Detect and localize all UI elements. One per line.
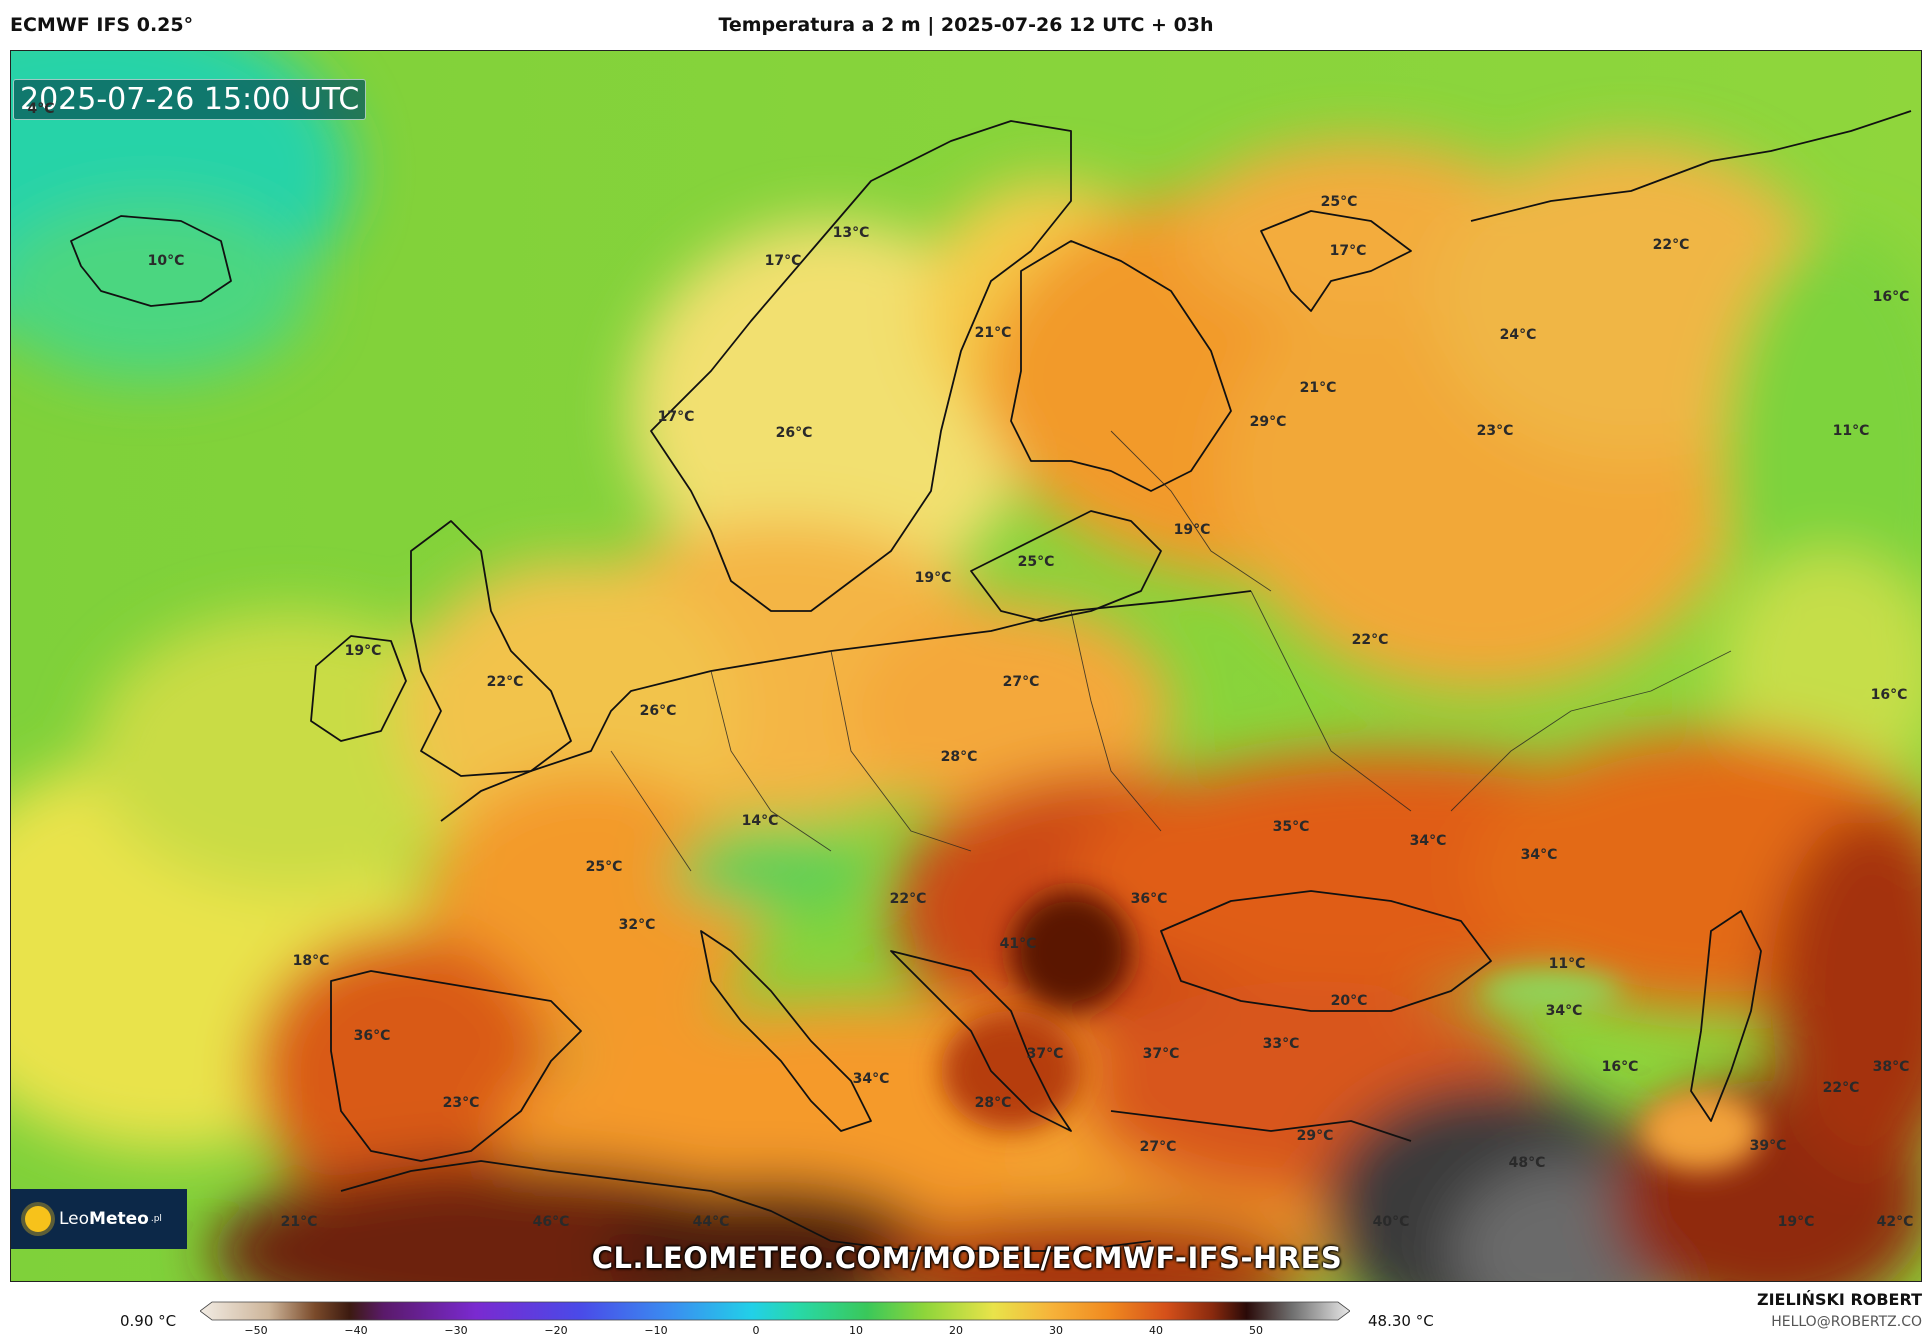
temp-label-serbia: 36°C [1130, 891, 1168, 907]
colorbar-tick-label: 30 [1049, 1324, 1063, 1337]
temp-label-belarus: 19°C [1173, 522, 1211, 538]
author-email[interactable]: HELLO@ROBERTZ.CO [1771, 1314, 1922, 1330]
temp-label-sicily: 34°C [852, 1071, 890, 1087]
temp-label-algeria-coast: 23°C [442, 1095, 480, 1111]
temp-label-iceland: 10°C [147, 253, 185, 269]
colorbar-tick-label: 10 [849, 1324, 863, 1337]
temp-label-spain: 36°C [353, 1028, 391, 1044]
temp-label-armenia: 34°C [1545, 1003, 1583, 1019]
logo-text-meteo: Meteo [89, 1209, 149, 1229]
temp-label-kola: 25°C [1320, 194, 1358, 210]
temp-label-black-sea: 20°C [1330, 993, 1368, 1009]
temp-label-norway-c: 17°C [764, 253, 802, 269]
temp-label-ukraine-n: 22°C [1351, 632, 1389, 648]
temp-label-st-petersburg: 29°C [1249, 414, 1287, 430]
temp-label-arabia: 40°C [1372, 1214, 1410, 1230]
temperature-map[interactable]: 2025-07-26 15:00 UTC 4°C 10°C 13°C 17°C 17°C… [10, 50, 1922, 1282]
temp-label-zagros: 16°C [1601, 1059, 1639, 1075]
temp-label-russia-c: 23°C [1476, 423, 1514, 439]
temp-label-urals: 11°C [1832, 423, 1870, 439]
temp-label-provence: 32°C [618, 917, 656, 933]
temp-label-norway-n: 13°C [832, 225, 870, 241]
temp-label-kazakhstan: 16°C [1870, 687, 1908, 703]
model-name: ECMWF IFS 0.25° [10, 14, 194, 36]
temp-label-turkey-w: 37°C [1142, 1046, 1180, 1062]
temp-label-benelux: 26°C [639, 703, 677, 719]
colorbar-tick-label: −10 [644, 1324, 668, 1337]
sun-icon [25, 1206, 51, 1232]
temp-label-med-c: 28°C [974, 1095, 1012, 1111]
temp-label-algeria: 46°C [532, 1214, 570, 1230]
temp-label-med-e: 27°C [1139, 1139, 1177, 1155]
temp-label-karelia: 17°C [1329, 243, 1367, 259]
temp-label-czech: 28°C [940, 749, 978, 765]
map-title: Temperatura a 2 m | 2025-07-26 12 UTC + … [718, 14, 1214, 36]
temp-label-denmark: 19°C [914, 570, 952, 586]
temp-label-france: 25°C [585, 859, 623, 875]
temp-label-cyprus: 29°C [1296, 1128, 1334, 1144]
colorbar-tick-label: 50 [1249, 1324, 1263, 1337]
temp-label-iran-ne: 38°C [1872, 1059, 1910, 1075]
colorbar-tick-label: −40 [344, 1324, 368, 1337]
temp-label-ireland: 19°C [344, 643, 382, 659]
temp-label-arkhangelsk: 22°C [1652, 237, 1690, 253]
temp-label-macedonia: 41°C [999, 936, 1037, 952]
valid-time-badge: 2025-07-26 15:00 UTC [13, 79, 367, 120]
colorbar-tick-label: −50 [244, 1324, 268, 1337]
colorbar-tick-label: −30 [444, 1324, 468, 1337]
temp-label-norway-s: 17°C [657, 409, 695, 425]
temp-label-greenland: 4°C [27, 101, 55, 117]
temp-label-libya: 44°C [692, 1214, 730, 1230]
temp-label-iran-s: 19°C [1777, 1214, 1815, 1230]
colorbar-min: 0.90 °C [120, 1312, 177, 1330]
colorbar-tick-label: −20 [544, 1324, 568, 1337]
temp-label-alps: 14°C [741, 813, 779, 829]
temp-label-morocco: 21°C [280, 1214, 318, 1230]
temp-label-croatia: 22°C [889, 891, 927, 907]
colorbar-tick-label: 20 [949, 1324, 963, 1337]
colorbar-max: 48.30 °C [1368, 1312, 1434, 1330]
temp-label-iraq: 48°C [1508, 1155, 1546, 1171]
temp-label-sweden-s: 26°C [775, 425, 813, 441]
temp-label-russia-n: 24°C [1499, 327, 1537, 343]
author-name: ZIELIŃSKI ROBERT [1756, 1290, 1922, 1309]
temp-label-iran-c: 39°C [1749, 1138, 1787, 1154]
temp-label-ukraine-s: 34°C [1409, 833, 1447, 849]
temp-label-afghan: 42°C [1876, 1214, 1914, 1230]
temperature-field [11, 51, 1921, 1281]
temp-label-baltic: 25°C [1017, 554, 1055, 570]
temp-label-england: 22°C [486, 674, 524, 690]
source-url[interactable]: CL.LEOMETEO.COM/MODEL/ECMWF-IFS-HRES [591, 1241, 1343, 1275]
temp-label-iran-n: 22°C [1822, 1080, 1860, 1096]
temp-label-turkey-c: 33°C [1262, 1036, 1300, 1052]
temp-label-volga: 34°C [1520, 847, 1558, 863]
temp-label-galicia: 18°C [292, 953, 330, 969]
temperature-colorbar [200, 1301, 1350, 1321]
leometeo-logo[interactable]: Leo Meteo .pl [11, 1189, 187, 1249]
temp-label-poland: 27°C [1002, 674, 1040, 690]
temp-label-greece: 37°C [1026, 1046, 1064, 1062]
logo-suffix: .pl [150, 1214, 162, 1224]
temp-label-finland-e: 21°C [1299, 380, 1337, 396]
logo-text-leo: Leo [59, 1209, 90, 1229]
temp-label-romania: 35°C [1272, 819, 1310, 835]
temp-label-caucasus: 11°C [1548, 956, 1586, 972]
temp-label-sweden-n: 21°C [974, 325, 1012, 341]
colorbar-tick-label: 0 [752, 1324, 760, 1337]
colorbar-tick-label: 40 [1149, 1324, 1163, 1337]
temp-label-urals-w: 16°C [1872, 289, 1910, 305]
